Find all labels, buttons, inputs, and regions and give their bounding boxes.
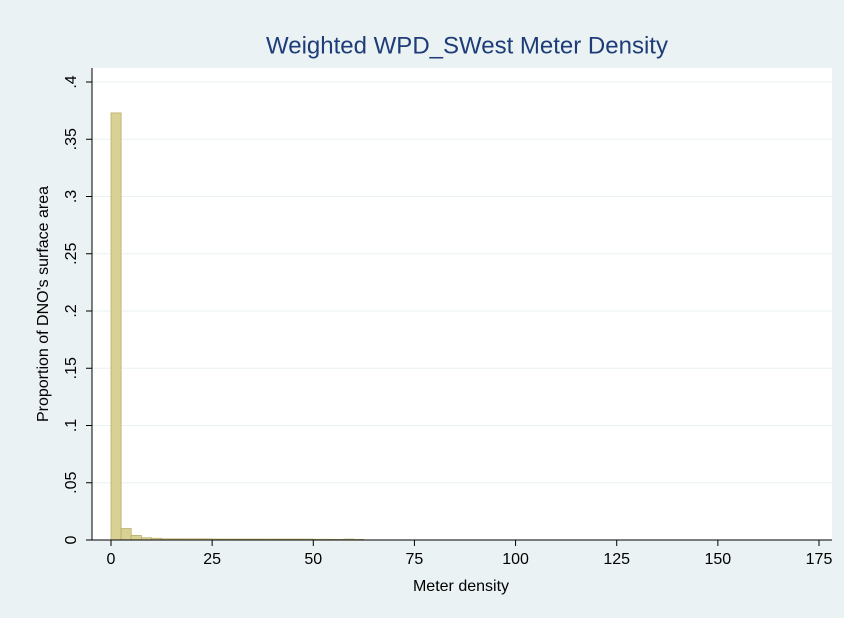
chart-title: Weighted WPD_SWest Meter Density: [266, 32, 668, 59]
y-tick-label: .3: [63, 190, 80, 203]
x-tick-label: 100: [502, 551, 529, 568]
y-tick-label: .2: [63, 304, 80, 317]
x-tick-label: 150: [705, 551, 732, 568]
y-tick-label: .25: [63, 243, 80, 265]
x-axis-label: Meter density: [413, 578, 509, 595]
y-tick-label: .4: [63, 75, 80, 88]
x-tick-label: 125: [603, 551, 630, 568]
x-tick-label: 75: [406, 551, 424, 568]
x-tick-label: 175: [806, 551, 833, 568]
x-tick-label: 25: [203, 551, 221, 568]
y-tick-label: .1: [63, 419, 80, 432]
y-tick-label: .15: [63, 357, 80, 379]
bar: [110, 112, 122, 541]
y-tick-label: .05: [63, 472, 80, 494]
y-tick-label: .35: [63, 128, 80, 150]
y-axis-label: Proportion of DNO's surface area: [35, 186, 52, 422]
x-tick-label: 0: [107, 551, 116, 568]
plot-area: [92, 68, 832, 540]
y-tick-label: 0: [63, 535, 80, 544]
bar: [120, 528, 132, 541]
bar: [130, 535, 142, 541]
x-tick-label: 50: [304, 551, 322, 568]
